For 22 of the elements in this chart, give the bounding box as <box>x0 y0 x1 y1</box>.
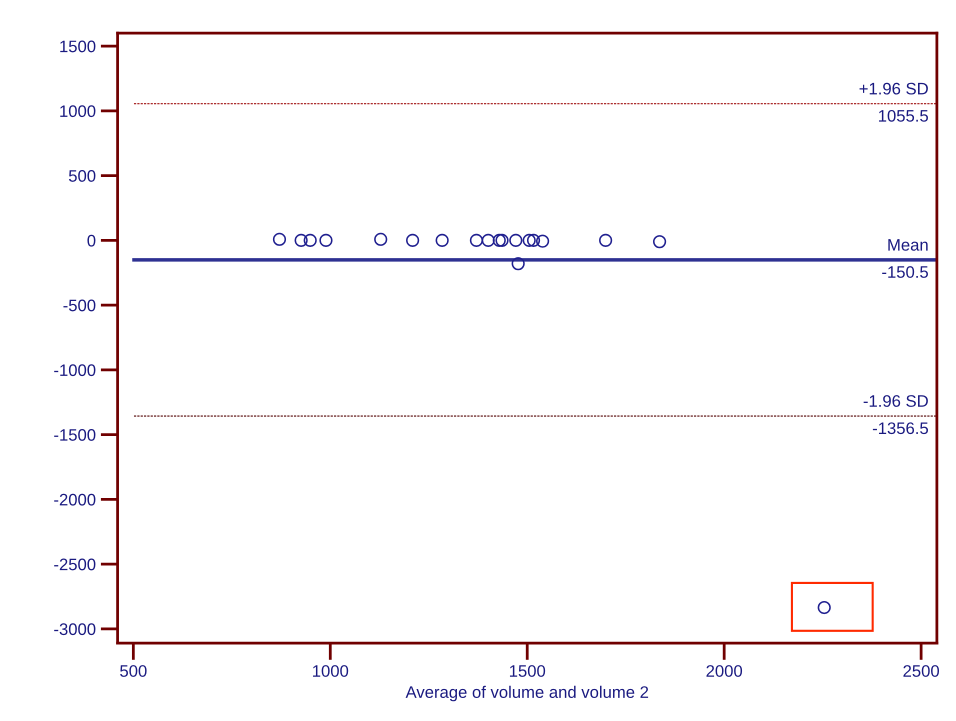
x-tick-label: 2000 <box>706 665 742 677</box>
x-tick-label: 500 <box>120 665 147 677</box>
x-tick-label: 1000 <box>313 665 348 677</box>
y-tick-label: 1500 <box>60 40 96 52</box>
y-tick-label: 500 <box>68 170 96 182</box>
y-tick-label: -2500 <box>54 558 96 570</box>
y-tick-label: -500 <box>63 300 96 312</box>
x-axis-title: Average of volume and volume 2 <box>406 686 648 702</box>
x-tick-label: 1500 <box>510 665 546 677</box>
annotation: -1356.5 <box>872 422 928 434</box>
annotation: -150.5 <box>882 266 928 278</box>
y-tick-label: 1000 <box>60 105 96 118</box>
ref-line-label: -1.96 SD <box>864 395 928 407</box>
y-tick-label: 0 <box>87 234 96 247</box>
y-tick-label: -1000 <box>54 364 96 376</box>
y-tick-label: -2000 <box>54 494 96 506</box>
ref-line-label: Mean <box>888 239 928 251</box>
y-tick-label: -1500 <box>54 429 96 441</box>
annotation: 1055.5 <box>878 110 928 122</box>
ref-line-label: +1.96 SD <box>860 82 928 95</box>
x-tick-label: 2500 <box>903 665 940 677</box>
y-tick-label: -3000 <box>54 623 96 636</box>
